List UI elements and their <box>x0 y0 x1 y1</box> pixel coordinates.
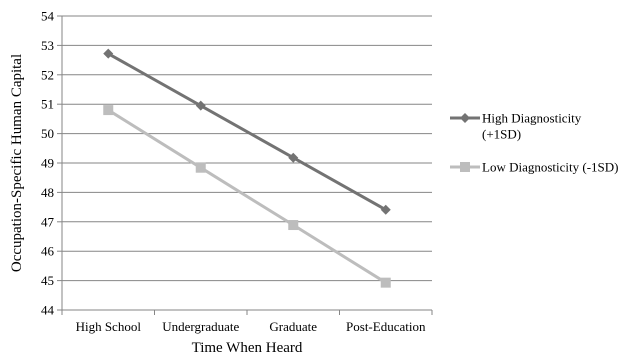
y-tick-label: 48 <box>41 185 54 200</box>
data-point <box>195 100 206 111</box>
y-tick-label: 53 <box>41 38 54 53</box>
x-tick-label: Post-Education <box>346 319 426 334</box>
series-1 <box>103 48 391 215</box>
axes <box>57 15 433 315</box>
gridlines <box>62 15 432 282</box>
y-tick-label: 45 <box>41 273 54 288</box>
series <box>103 48 391 288</box>
y-tick-label: 51 <box>41 97 54 112</box>
series-line <box>107 108 387 284</box>
x-axis-title: Time When Heard <box>192 340 303 356</box>
y-tick-label: 46 <box>41 244 55 259</box>
x-tick-label: Undergraduate <box>162 319 239 334</box>
series-2 <box>103 105 391 288</box>
legend-marker <box>460 162 470 172</box>
y-tick-label: 50 <box>41 126 54 141</box>
data-point <box>288 220 299 231</box>
y-tick-label: 49 <box>41 156 54 171</box>
legend-label: Low Diagnosticity (-1SD) <box>482 160 618 175</box>
legend-label: (+1SD) <box>482 127 521 142</box>
legend: High Diagnosticity(+1SD) Low Diagnosticit… <box>450 111 618 175</box>
tick-labels: 44 45 46 47 48 49 50 51 52 53 54 High School Undergr… <box>41 9 426 335</box>
data-point <box>103 105 114 116</box>
series-line <box>107 52 387 212</box>
data-point <box>195 162 206 173</box>
legend-label: High Diagnosticity <box>482 111 582 126</box>
data-point <box>288 152 299 163</box>
y-tick-label: 52 <box>41 67 54 82</box>
y-tick-label: 47 <box>41 214 55 229</box>
data-point <box>380 204 391 215</box>
legend-item-2: Low Diagnosticity (-1SD) <box>450 160 618 175</box>
data-point <box>380 277 391 288</box>
y-axis-title: Occupation-Specific Human Capital <box>9 54 25 272</box>
x-tick-label: High School <box>76 319 142 334</box>
legend-marker <box>460 113 470 123</box>
x-tick-label: Graduate <box>269 319 317 334</box>
y-tick-label: 44 <box>41 303 55 318</box>
data-point <box>103 48 114 59</box>
legend-item-1: High Diagnosticity(+1SD) <box>450 111 582 142</box>
y-tick-label: 54 <box>41 9 55 24</box>
